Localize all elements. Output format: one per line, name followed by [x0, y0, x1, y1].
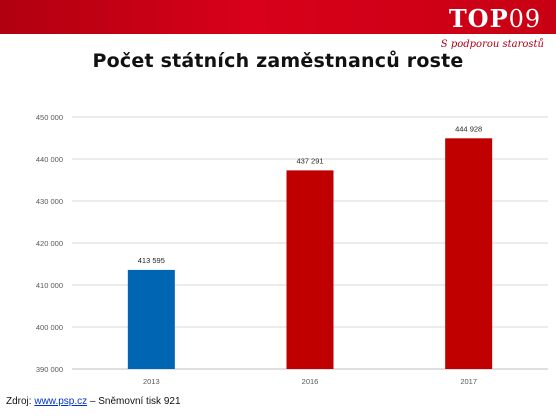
tagline: S podporou starostů — [440, 39, 544, 50]
logo-word: TOP — [448, 3, 509, 33]
x-tick-label: 2017 — [460, 377, 477, 386]
y-tick-label: 430 000 — [36, 197, 63, 206]
y-tick-label: 410 000 — [36, 281, 63, 290]
y-tick-label: 390 000 — [36, 365, 63, 374]
logo-text: TOP09 — [449, 4, 541, 33]
source-note: Zdroj: www.psp.cz – Sněmovní tisk 921 — [6, 396, 181, 407]
top09-logo: TOP09 — [440, 2, 550, 34]
data-label: 437 291 — [296, 156, 323, 165]
y-tick-label: 450 000 — [36, 113, 63, 122]
source-suffix: – Sněmovní tisk 921 — [87, 396, 181, 407]
bar-2016 — [286, 170, 334, 369]
header-band — [0, 0, 556, 34]
bar-layer — [127, 138, 493, 369]
y-tick-label: 420 000 — [36, 239, 63, 248]
bar-2013 — [127, 269, 175, 369]
y-tick-label: 400 000 — [36, 323, 63, 332]
x-tick-label: 2016 — [302, 377, 319, 386]
bar-2017 — [445, 138, 493, 369]
data-label: 413 595 — [138, 256, 165, 265]
page-title: Počet státních zaměstnanců roste — [92, 50, 464, 72]
source-link[interactable]: www.psp.cz — [34, 396, 88, 407]
y-tick-label: 440 000 — [36, 155, 63, 164]
data-label: 444 928 — [455, 124, 482, 133]
logo-number: 09 — [508, 4, 542, 33]
source-prefix: Zdroj: — [6, 396, 35, 407]
x-tick-label: 2013 — [143, 377, 160, 386]
label-layer: 390 000 400 000 410 000 420 000 430 000 440 0… — [36, 113, 482, 386]
